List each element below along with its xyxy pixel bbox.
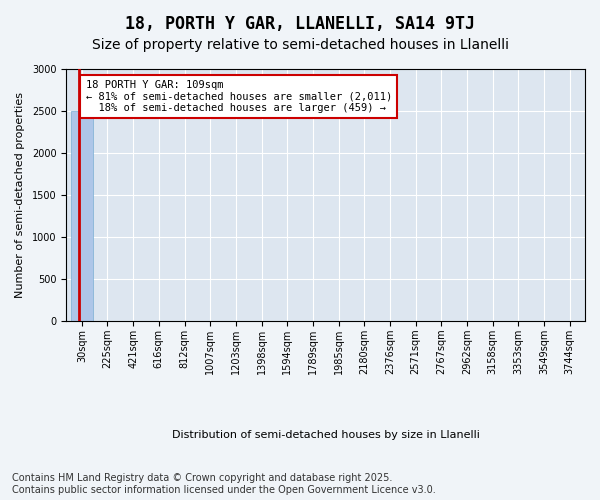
Text: 18, PORTH Y GAR, LLANELLI, SA14 9TJ: 18, PORTH Y GAR, LLANELLI, SA14 9TJ <box>125 15 475 33</box>
Y-axis label: Number of semi-detached properties: Number of semi-detached properties <box>15 92 25 298</box>
X-axis label: Distribution of semi-detached houses by size in Llanelli: Distribution of semi-detached houses by … <box>172 430 479 440</box>
Text: 18 PORTH Y GAR: 109sqm
← 81% of semi-detached houses are smaller (2,011)
  18% o: 18 PORTH Y GAR: 109sqm ← 81% of semi-det… <box>86 80 392 113</box>
Text: Contains HM Land Registry data © Crown copyright and database right 2025.
Contai: Contains HM Land Registry data © Crown c… <box>12 474 436 495</box>
Bar <box>71 111 93 321</box>
Text: Size of property relative to semi-detached houses in Llanelli: Size of property relative to semi-detach… <box>91 38 509 52</box>
